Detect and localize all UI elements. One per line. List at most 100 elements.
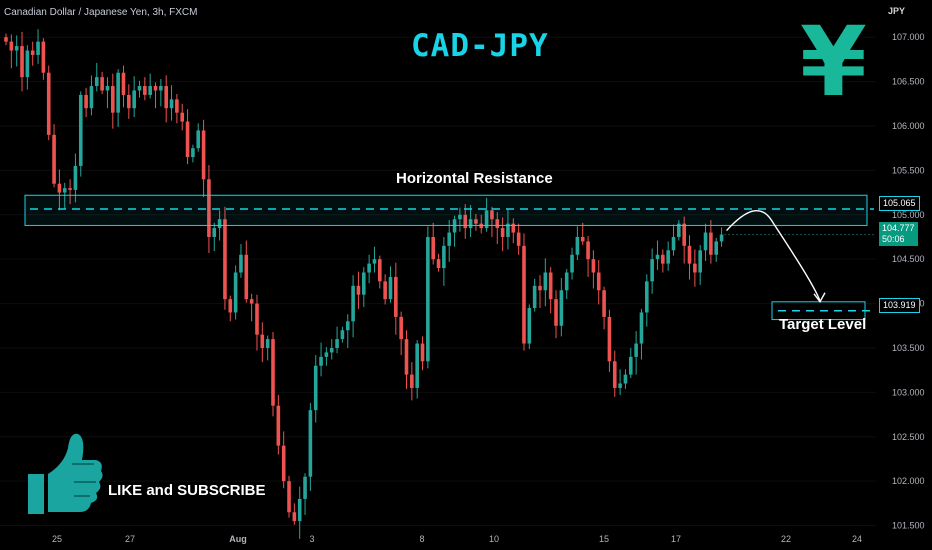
bear-candle bbox=[185, 121, 190, 158]
bull-candle bbox=[132, 90, 136, 109]
bull-candle bbox=[89, 86, 94, 109]
bear-candle bbox=[383, 281, 387, 300]
bull-candle bbox=[559, 290, 564, 326]
bull-candle bbox=[698, 250, 702, 273]
bull-candle bbox=[14, 46, 19, 51]
bull-candle bbox=[329, 347, 334, 353]
bull-candle bbox=[570, 254, 574, 273]
bear-candle bbox=[612, 361, 617, 388]
bull-candle bbox=[73, 165, 78, 190]
bear-candle bbox=[127, 94, 131, 109]
bear-candle bbox=[84, 94, 88, 109]
bull-candle bbox=[169, 99, 174, 109]
bull-candle bbox=[105, 86, 110, 91]
x-tick-label: 17 bbox=[671, 534, 681, 544]
bull-candle bbox=[666, 250, 670, 264]
bear-candle bbox=[228, 299, 233, 313]
x-tick-label: 25 bbox=[52, 534, 62, 544]
bull-candle bbox=[468, 219, 473, 229]
bear-candle bbox=[255, 303, 259, 335]
price-axis: 107.000 106.500 106.000 105.500 105.000 104.5… bbox=[892, 32, 925, 530]
bull-candle bbox=[703, 232, 708, 251]
bull-candle bbox=[297, 498, 302, 522]
bear-candle bbox=[121, 72, 126, 95]
bull-candle bbox=[233, 272, 238, 313]
bear-candle bbox=[46, 72, 51, 135]
bull-candle bbox=[308, 410, 313, 477]
x-tick-label: 27 bbox=[125, 534, 135, 544]
bear-candle bbox=[580, 236, 585, 242]
bear-candle bbox=[516, 232, 521, 246]
bull-candle bbox=[367, 263, 371, 273]
bull-candle bbox=[532, 285, 537, 309]
bear-candle bbox=[249, 299, 254, 304]
bull-candle bbox=[719, 234, 724, 242]
bear-candle bbox=[4, 37, 8, 42]
bull-candle bbox=[303, 476, 307, 499]
bear-candle bbox=[495, 219, 500, 229]
y-tick-label: 105.000 bbox=[892, 210, 925, 220]
bear-candle bbox=[399, 316, 403, 340]
bull-candle bbox=[645, 281, 649, 313]
candle-countdown: 50:06 bbox=[882, 234, 905, 244]
bull-candle bbox=[671, 236, 676, 251]
bear-candle bbox=[201, 130, 206, 180]
bear-candle bbox=[287, 481, 291, 513]
bull-candle bbox=[388, 276, 393, 300]
time-axis: 25 27 Aug 3 8 10 15 17 22 24 bbox=[52, 534, 862, 544]
bear-candle bbox=[511, 223, 516, 233]
bear-candle bbox=[20, 46, 24, 78]
bear-candle bbox=[276, 405, 281, 446]
bear-candle bbox=[153, 86, 158, 91]
y-tick-label: 102.500 bbox=[892, 432, 925, 442]
bear-candle bbox=[271, 339, 275, 406]
bull-candle bbox=[116, 72, 120, 113]
bear-candle bbox=[490, 210, 494, 220]
bear-candle bbox=[223, 219, 227, 300]
chart-title: CAD-JPY bbox=[411, 28, 549, 64]
bear-candle bbox=[57, 183, 62, 193]
bull-candle bbox=[137, 86, 142, 91]
bear-candle bbox=[693, 263, 697, 273]
x-tick-label: 22 bbox=[781, 534, 791, 544]
bear-candle bbox=[538, 285, 542, 291]
bull-candle bbox=[335, 339, 339, 348]
bear-candle bbox=[596, 272, 601, 291]
bear-candle bbox=[602, 290, 606, 317]
bull-candle bbox=[351, 285, 355, 322]
x-tick-label: 8 bbox=[419, 534, 424, 544]
bear-candle bbox=[244, 254, 249, 300]
bear-candle bbox=[661, 254, 665, 264]
bear-candle bbox=[111, 86, 115, 113]
bear-candle bbox=[292, 512, 297, 522]
y-tick-label: 104.500 bbox=[892, 254, 925, 264]
bear-candle bbox=[100, 77, 104, 91]
yen-icon: ¥ bbox=[800, 6, 867, 118]
y-tick-label: 103.500 bbox=[892, 343, 925, 353]
bear-candle bbox=[41, 41, 46, 73]
thumbs-up-icon bbox=[28, 433, 103, 514]
bull-candle bbox=[639, 312, 644, 344]
last-price-tag: 104.777 50:06 bbox=[879, 222, 918, 246]
bear-candle bbox=[260, 334, 265, 348]
bear-candle bbox=[709, 232, 713, 255]
bull-candle bbox=[159, 86, 163, 91]
bear-candle bbox=[586, 241, 590, 260]
bull-candle bbox=[78, 94, 83, 166]
target-label: Target Level bbox=[779, 316, 867, 333]
bear-candle bbox=[164, 86, 168, 109]
bear-candle bbox=[436, 259, 441, 269]
bull-candle bbox=[415, 343, 419, 388]
bull-candle bbox=[714, 241, 719, 255]
bear-candle bbox=[52, 134, 56, 184]
bull-candle bbox=[426, 236, 430, 362]
bull-candle bbox=[527, 308, 532, 344]
bear-candle bbox=[404, 339, 409, 375]
bull-candle bbox=[361, 272, 366, 295]
x-tick-label: 3 bbox=[309, 534, 314, 544]
bull-candle bbox=[191, 148, 195, 158]
x-tick-label: 15 bbox=[599, 534, 609, 544]
y-tick-label: 105.500 bbox=[892, 165, 925, 175]
bull-candle bbox=[36, 41, 40, 55]
